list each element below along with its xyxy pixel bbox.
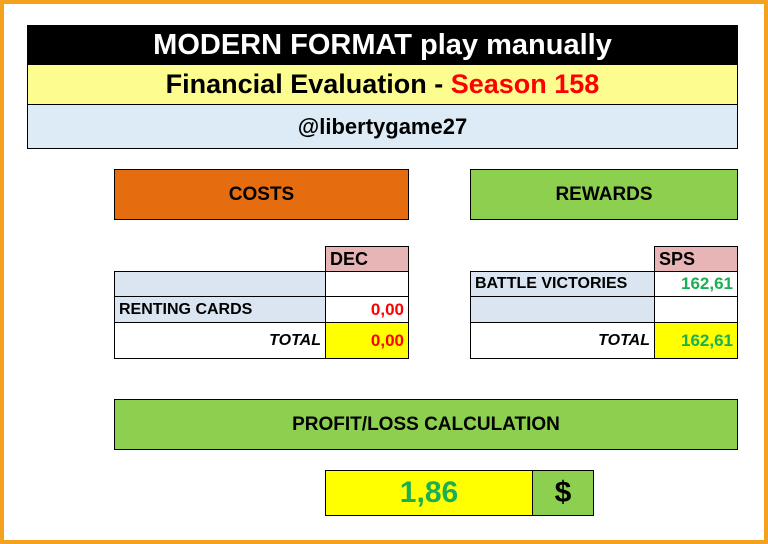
subtitle-prefix: Financial Evaluation - xyxy=(165,69,451,99)
profit-loss-value-text: 1,86 xyxy=(399,476,459,509)
report-subtitle: Financial Evaluation - Season 158 xyxy=(27,64,738,105)
rewards-row-value xyxy=(654,296,738,323)
renting-cards-label: RENTING CARDS xyxy=(119,300,253,318)
account-name-text: @libertygame27 xyxy=(297,113,468,139)
battle-victories-value: 162,61 xyxy=(681,274,733,293)
renting-cards-value: 0,00 xyxy=(370,299,404,319)
profit-loss-title: PROFIT/LOSS CALCULATION xyxy=(292,413,560,435)
rewards-row-value: 162,61 xyxy=(654,271,738,297)
report-title: MODERN FORMAT play manually xyxy=(27,25,738,65)
rewards-row-label: BATTLE VICTORIES xyxy=(470,271,655,297)
costs-column-header-text: DEC xyxy=(330,248,369,269)
costs-row-label xyxy=(114,271,326,297)
profit-loss-header: PROFIT/LOSS CALCULATION xyxy=(114,399,738,450)
report-title-text: MODERN FORMAT play manually xyxy=(153,28,612,61)
rewards-total-label: TOTAL xyxy=(470,322,655,359)
rewards-header: REWARDS xyxy=(470,169,738,220)
profit-loss-value: 1,86 xyxy=(325,470,533,516)
costs-row-value xyxy=(325,271,409,297)
costs-total-value: 0,00 xyxy=(325,322,409,359)
rewards-column-header: SPS xyxy=(654,246,738,272)
costs-title: COSTS xyxy=(228,183,295,205)
season-label: Season 158 xyxy=(450,69,600,99)
costs-row-label: RENTING CARDS xyxy=(114,296,326,323)
rewards-title: REWARDS xyxy=(555,183,653,205)
costs-row-value: 0,00 xyxy=(325,296,409,323)
currency-symbol: $ xyxy=(532,470,594,516)
costs-total-label: TOTAL xyxy=(114,322,326,359)
battle-victories-label: BATTLE VICTORIES xyxy=(475,275,628,292)
rewards-total-value: 162,61 xyxy=(654,322,738,359)
account-name: @libertygame27 xyxy=(27,104,738,149)
rewards-row-label xyxy=(470,296,655,323)
costs-header: COSTS xyxy=(114,169,409,220)
currency-symbol-text: $ xyxy=(554,476,572,509)
costs-column-header: DEC xyxy=(325,246,409,272)
rewards-column-header-text: SPS xyxy=(659,248,696,269)
